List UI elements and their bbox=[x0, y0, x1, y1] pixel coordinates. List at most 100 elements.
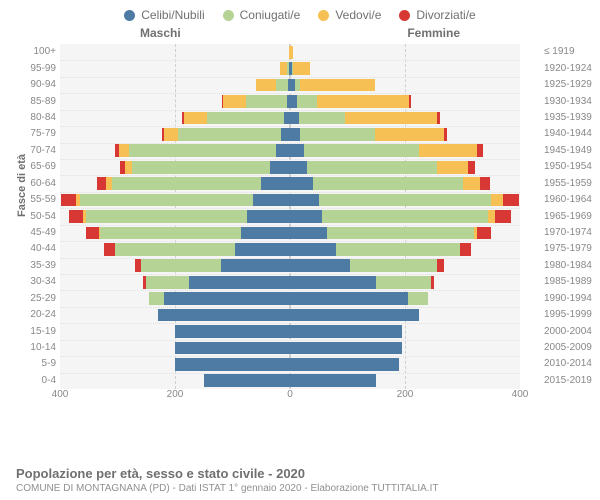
female-bar bbox=[290, 210, 520, 223]
segment bbox=[300, 128, 375, 141]
segment bbox=[61, 194, 75, 207]
age-label: 100+ bbox=[20, 46, 56, 57]
segment bbox=[290, 358, 399, 371]
female-bar bbox=[290, 46, 520, 59]
birth-year-label: 2010-2014 bbox=[544, 358, 600, 369]
segment bbox=[290, 46, 293, 59]
pyramid-row bbox=[60, 292, 520, 305]
male-bar bbox=[60, 128, 290, 141]
female-bar bbox=[290, 227, 520, 240]
birth-year-label: 2000-2004 bbox=[544, 326, 600, 337]
segment bbox=[69, 210, 83, 223]
age-label: 15-19 bbox=[20, 326, 56, 337]
female-bar bbox=[290, 342, 520, 355]
segment bbox=[480, 177, 490, 190]
segment bbox=[293, 62, 310, 75]
female-bar bbox=[290, 62, 520, 75]
male-bar bbox=[60, 374, 290, 387]
x-tick-label: 200 bbox=[397, 389, 414, 400]
legend-label: Celibi/Nubili bbox=[141, 8, 204, 22]
age-label: 30-34 bbox=[20, 276, 56, 287]
pyramid-row bbox=[60, 342, 520, 355]
segment bbox=[223, 95, 246, 108]
segment bbox=[132, 161, 270, 174]
male-bar bbox=[60, 259, 290, 272]
pyramid-row bbox=[60, 309, 520, 322]
male-bar bbox=[60, 309, 290, 322]
pyramid-row bbox=[60, 144, 520, 157]
segment bbox=[322, 210, 489, 223]
segment bbox=[129, 144, 276, 157]
female-bar bbox=[290, 309, 520, 322]
segment bbox=[477, 144, 483, 157]
age-label: 90-94 bbox=[20, 79, 56, 90]
male-bar bbox=[60, 292, 290, 305]
segment bbox=[178, 128, 282, 141]
legend-item: Coniugati/e bbox=[223, 8, 301, 22]
segment bbox=[290, 112, 299, 125]
age-label: 95-99 bbox=[20, 63, 56, 74]
segment bbox=[290, 292, 408, 305]
female-bar bbox=[290, 194, 520, 207]
segment bbox=[408, 292, 428, 305]
segment bbox=[290, 161, 307, 174]
segment bbox=[503, 194, 519, 207]
legend-label: Divorziati/e bbox=[416, 8, 475, 22]
birth-year-label: 2005-2009 bbox=[544, 342, 600, 353]
birth-year-label: 1920-1924 bbox=[544, 63, 600, 74]
segment bbox=[253, 194, 290, 207]
segment bbox=[280, 62, 287, 75]
legend-item: Celibi/Nubili bbox=[124, 8, 204, 22]
segment bbox=[290, 128, 300, 141]
pyramid-row bbox=[60, 95, 520, 108]
segment bbox=[460, 243, 472, 256]
female-bar bbox=[290, 79, 520, 92]
birth-year-label: 1990-1994 bbox=[544, 293, 600, 304]
male-bar bbox=[60, 144, 290, 157]
segment bbox=[221, 259, 290, 272]
pyramid-chart: Fasce di età Anni di nascita 40020002004… bbox=[20, 44, 580, 414]
segment bbox=[276, 79, 288, 92]
segment bbox=[431, 276, 434, 289]
segment bbox=[175, 325, 290, 338]
age-label: 60-64 bbox=[20, 178, 56, 189]
segment bbox=[158, 309, 290, 322]
male-bar bbox=[60, 161, 290, 174]
pyramid-row bbox=[60, 194, 520, 207]
female-bar bbox=[290, 95, 520, 108]
side-titles: Maschi Femmine bbox=[0, 26, 600, 40]
birth-year-label: 1985-1989 bbox=[544, 276, 600, 287]
age-label: 80-84 bbox=[20, 112, 56, 123]
segment bbox=[290, 259, 350, 272]
age-label: 25-29 bbox=[20, 293, 56, 304]
male-bar bbox=[60, 342, 290, 355]
segment bbox=[276, 144, 290, 157]
segment bbox=[300, 79, 375, 92]
segment bbox=[290, 342, 402, 355]
chart-subtitle: COMUNE DI MONTAGNANA (PD) - Dati ISTAT 1… bbox=[16, 483, 438, 494]
pyramid-row bbox=[60, 79, 520, 92]
female-bar bbox=[290, 161, 520, 174]
age-label: 20-24 bbox=[20, 309, 56, 320]
age-label: 65-69 bbox=[20, 161, 56, 172]
pyramid-row bbox=[60, 177, 520, 190]
x-tick-label: 200 bbox=[167, 389, 184, 400]
female-bar bbox=[290, 112, 520, 125]
segment bbox=[437, 161, 469, 174]
birth-year-label: 1930-1934 bbox=[544, 96, 600, 107]
female-bar bbox=[290, 259, 520, 272]
segment bbox=[345, 112, 437, 125]
segment bbox=[319, 194, 492, 207]
x-tick-label: 400 bbox=[512, 389, 529, 400]
segment bbox=[313, 177, 463, 190]
segment bbox=[419, 144, 477, 157]
segment bbox=[204, 374, 290, 387]
segment bbox=[290, 177, 313, 190]
footer: Popolazione per età, sesso e stato civil… bbox=[16, 466, 438, 494]
segment bbox=[281, 128, 290, 141]
birth-year-label: ≤ 1919 bbox=[544, 46, 600, 57]
segment bbox=[104, 243, 114, 256]
segment bbox=[375, 128, 444, 141]
segment bbox=[97, 177, 106, 190]
segment bbox=[491, 194, 503, 207]
